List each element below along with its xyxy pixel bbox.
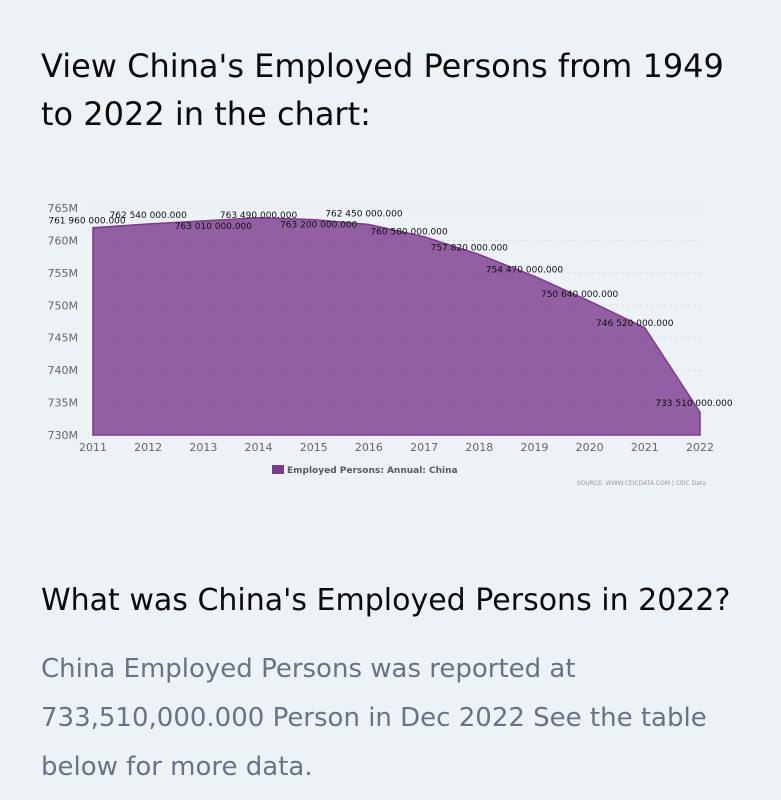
- source-note: SOURCE: WWW.CEICDATA.COM | CEIC Data: [577, 480, 706, 487]
- answer-text: China Employed Persons was reported at 7…: [41, 654, 707, 782]
- x-tick-label: 2012: [134, 441, 162, 454]
- data-label: 733 510 000.000: [655, 399, 733, 409]
- data-label: 763 010 000.000: [175, 222, 253, 232]
- x-tick-label: 2022: [686, 441, 714, 454]
- data-label: 754 470 000.000: [486, 265, 564, 275]
- data-label: 760 580 000.000: [370, 228, 448, 238]
- y-axis: 765M 760M 755M 750M 745M 740M 735M 730M: [48, 202, 79, 442]
- data-label: 763 200 000.000: [280, 221, 358, 231]
- question-heading: What was China's Employed Persons in 202…: [41, 583, 731, 618]
- x-tick-label: 2018: [465, 441, 493, 454]
- data-label: 763 490 000.000: [220, 211, 298, 221]
- x-axis: 2011 2012 2013 2014 2015 2016 2017 2018 2019 2020…: [79, 441, 714, 454]
- x-tick-label: 2013: [189, 441, 217, 454]
- x-tick-label: 2015: [300, 441, 328, 454]
- y-tick-label: 730M: [48, 429, 79, 442]
- y-tick-label: 735M: [48, 397, 79, 410]
- x-tick-label: 2017: [410, 441, 438, 454]
- data-label: 761 960 000.000: [48, 217, 126, 227]
- y-tick-label: 750M: [48, 299, 79, 312]
- data-label: 746 520 000.000: [596, 319, 674, 329]
- x-tick-label: 2021: [631, 441, 659, 454]
- chart-heading: View China's Employed Persons from 1949 …: [41, 47, 724, 133]
- y-tick-label: 760M: [48, 234, 79, 247]
- x-tick-label: 2020: [576, 441, 604, 454]
- x-tick-label: 2011: [79, 441, 107, 454]
- y-tick-label: 765M: [48, 202, 79, 215]
- x-tick-label: 2016: [355, 441, 383, 454]
- data-label: 762 450 000.000: [325, 210, 403, 220]
- legend-label: Employed Persons: Annual: China: [287, 466, 458, 476]
- data-label: 762 540 000.000: [110, 211, 188, 221]
- area-chart: 765M 760M 755M 750M 745M 740M 735M 730M 761 960…: [48, 202, 733, 487]
- data-label: 750 640 000.000: [541, 290, 619, 300]
- area-series: [92, 217, 701, 436]
- x-tick-label: 2019: [520, 441, 548, 454]
- y-tick-label: 755M: [48, 267, 79, 280]
- data-label: 757 820 000.000: [431, 244, 509, 254]
- legend-swatch: [272, 465, 284, 474]
- y-tick-label: 740M: [48, 364, 79, 377]
- y-tick-label: 745M: [48, 332, 79, 345]
- legend: Employed Persons: Annual: China: [272, 465, 458, 476]
- x-tick-label: 2014: [245, 441, 273, 454]
